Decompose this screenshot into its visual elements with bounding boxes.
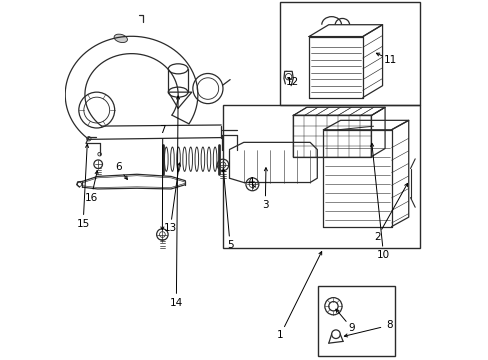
Bar <box>317 286 394 356</box>
Text: 5: 5 <box>226 240 233 250</box>
Text: 14: 14 <box>169 298 183 308</box>
Text: 7: 7 <box>159 125 166 135</box>
Text: 12: 12 <box>285 77 299 87</box>
Text: 10: 10 <box>376 250 389 260</box>
Text: 11: 11 <box>384 55 397 65</box>
Text: 2: 2 <box>373 232 380 242</box>
Text: 3: 3 <box>262 200 268 210</box>
Text: 13: 13 <box>163 224 177 233</box>
Text: 15: 15 <box>76 219 90 229</box>
Text: 9: 9 <box>348 324 355 333</box>
Bar <box>223 105 419 248</box>
Text: 4: 4 <box>247 177 254 187</box>
Text: 16: 16 <box>84 193 98 203</box>
Text: 8: 8 <box>386 320 392 330</box>
Ellipse shape <box>114 34 127 42</box>
Text: 1: 1 <box>277 330 283 340</box>
Bar <box>280 3 419 105</box>
Text: 6: 6 <box>115 162 122 172</box>
